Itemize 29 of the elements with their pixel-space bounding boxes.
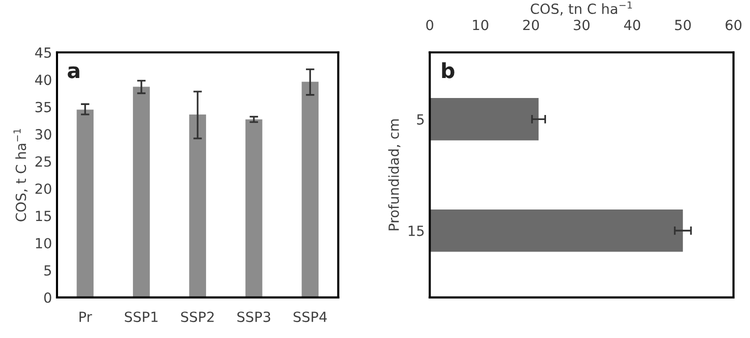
x-tick-label: SSP4 <box>294 312 327 322</box>
y-tick-label: 10 <box>36 238 52 248</box>
y-tick-label: 15 <box>36 210 51 222</box>
x2-tick-label: 10 <box>473 20 488 30</box>
y-tick-label: 40 <box>35 74 52 86</box>
y-axis-title: COS, t C ha$^{−1}$ <box>14 129 28 222</box>
x2-tick-label: 20 <box>523 20 539 30</box>
y-tick-label: 5 <box>44 265 51 276</box>
y-tick-label: 15 <box>408 226 424 236</box>
x-tick-label: Pr <box>80 312 92 322</box>
y-tick-label: 25 <box>35 156 51 167</box>
annotation: b <box>442 62 454 78</box>
y-tick-label: 0 <box>44 292 52 303</box>
x2-axis-title: COS, tn C ha$^{−1}$ <box>530 1 632 16</box>
x2-tick-label: 50 <box>675 20 691 30</box>
y-tick-label: 5 <box>417 114 424 125</box>
annotation: a <box>68 66 80 78</box>
x2-tick-label: 30 <box>574 20 590 30</box>
x-tick-label: SSP1 <box>124 312 158 322</box>
x2-tick-label: 40 <box>624 20 640 30</box>
x-tick-label: SSP3 <box>237 312 270 322</box>
y-tick-label: 20 <box>35 183 52 194</box>
y-tick-label: 30 <box>36 129 52 140</box>
x2-tick-label: 0 <box>426 20 434 30</box>
x-tick-label: SSP2 <box>181 312 214 322</box>
y-tick-label: 35 <box>36 102 51 112</box>
y-axis-title: Profundidad, cm <box>388 119 400 230</box>
x2-tick-label: 60 <box>726 20 742 30</box>
y-tick-label: 45 <box>35 48 51 58</box>
